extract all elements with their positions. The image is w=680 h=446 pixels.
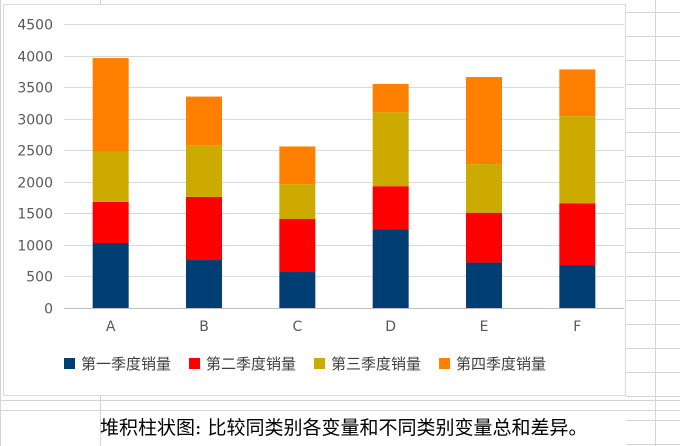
bar-segment[interactable] bbox=[559, 203, 596, 266]
legend-swatch bbox=[64, 358, 75, 369]
bar-segment[interactable] bbox=[279, 272, 316, 308]
x-tick-label: D bbox=[385, 319, 396, 335]
legend-label: 第三季度销量 bbox=[331, 355, 421, 373]
y-axis: 0 500 1000 1500 2000 2500 3000 3500 4000 4500 bbox=[17, 18, 53, 318]
y-tick-label: 1500 bbox=[17, 207, 53, 223]
legend-label: 第四季度销量 bbox=[456, 355, 546, 373]
bar-segment[interactable] bbox=[559, 116, 596, 204]
x-tick-label: E bbox=[480, 319, 489, 335]
y-tick-label: 1000 bbox=[17, 239, 53, 255]
bar-segment[interactable] bbox=[92, 201, 129, 243]
gridlines bbox=[64, 24, 624, 309]
x-axis: A B C D E F bbox=[106, 319, 581, 335]
y-tick-label: 4500 bbox=[17, 18, 53, 34]
bar-segment[interactable] bbox=[186, 145, 222, 197]
bar-segment[interactable] bbox=[559, 69, 596, 117]
legend-label: 第二季度销量 bbox=[206, 355, 296, 373]
x-tick-label: F bbox=[573, 319, 581, 335]
y-tick-label: 4000 bbox=[17, 50, 53, 66]
bar-segment[interactable] bbox=[186, 260, 222, 308]
bar-segment[interactable] bbox=[92, 242, 129, 308]
bar-segment[interactable] bbox=[372, 112, 409, 187]
bar-segment[interactable] bbox=[466, 77, 502, 165]
bar-segment[interactable] bbox=[92, 151, 129, 202]
bar-segment[interactable] bbox=[466, 212, 502, 263]
y-tick-label: 500 bbox=[26, 270, 53, 286]
bar-segment[interactable] bbox=[466, 262, 502, 308]
bar-segment[interactable] bbox=[279, 146, 316, 185]
bar-segment[interactable] bbox=[186, 196, 222, 261]
bars bbox=[92, 58, 596, 308]
bar-segment[interactable] bbox=[92, 58, 129, 152]
legend-swatch bbox=[314, 358, 326, 369]
x-tick-label: A bbox=[106, 319, 116, 335]
legend: 第一季度销量 第二季度销量 第三季度销量 第四季度销量 bbox=[64, 355, 546, 373]
y-tick-label: 3500 bbox=[17, 81, 53, 97]
chart-caption: 堆积柱状图: 比较同类别各变量和不同类别变量总和差异。 bbox=[100, 417, 588, 439]
legend-swatch bbox=[189, 358, 201, 369]
legend-swatch bbox=[439, 358, 451, 369]
y-tick-label: 2000 bbox=[17, 176, 53, 192]
y-tick-label: 3000 bbox=[17, 113, 53, 129]
legend-label: 第一季度销量 bbox=[81, 355, 171, 373]
bar-segment[interactable] bbox=[466, 164, 502, 213]
bar-segment[interactable] bbox=[372, 229, 409, 308]
chart-area[interactable]: 0 500 1000 1500 2000 2500 3000 3500 4000 4500 A B C D… bbox=[3, 4, 626, 396]
bar-segment[interactable] bbox=[559, 265, 596, 308]
bar-segment[interactable] bbox=[372, 186, 409, 230]
y-tick-label: 2500 bbox=[17, 144, 53, 160]
bar-segment[interactable] bbox=[372, 83, 409, 113]
stacked-bar-chart: 0 500 1000 1500 2000 2500 3000 3500 4000 4500 A B C D… bbox=[17, 18, 624, 373]
y-tick-label: 0 bbox=[44, 302, 53, 318]
bar-segment[interactable] bbox=[279, 184, 316, 220]
x-tick-label: C bbox=[292, 319, 302, 335]
x-tick-label: B bbox=[199, 319, 209, 335]
bar-segment[interactable] bbox=[279, 219, 316, 273]
bar-segment[interactable] bbox=[186, 96, 222, 146]
